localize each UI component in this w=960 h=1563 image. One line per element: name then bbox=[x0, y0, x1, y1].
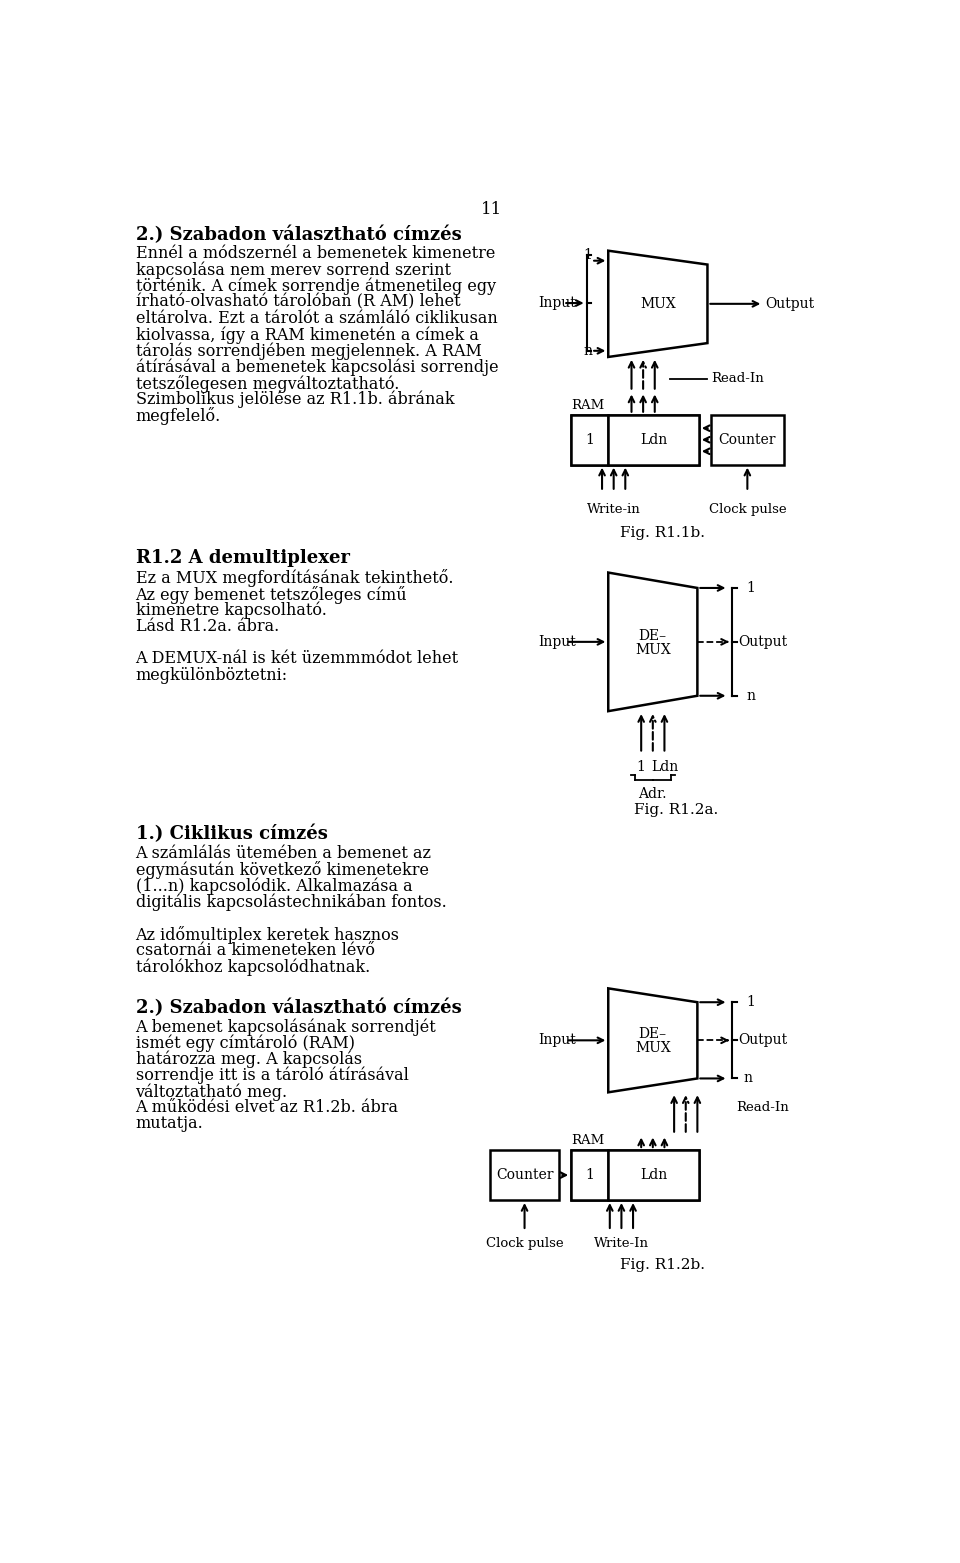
Bar bbox=[490, 1150, 560, 1200]
Polygon shape bbox=[609, 988, 697, 1093]
Text: mutatja.: mutatja. bbox=[135, 1116, 204, 1133]
Text: kimenetre kapcsolható.: kimenetre kapcsolható. bbox=[135, 602, 326, 619]
Text: írható-olvasható tárolóban (R AM) lehet: írható-olvasható tárolóban (R AM) lehet bbox=[135, 294, 460, 311]
Bar bbox=[571, 414, 609, 464]
Text: Read-In: Read-In bbox=[711, 372, 764, 384]
Text: megfelelő.: megfelelő. bbox=[135, 406, 221, 425]
Text: Ennél a módszernél a bemenetek kimenetre: Ennél a módszernél a bemenetek kimenetre bbox=[135, 245, 494, 263]
Text: DE–: DE– bbox=[638, 1027, 667, 1041]
Text: határozza meg. A kapcsolás: határozza meg. A kapcsolás bbox=[135, 1050, 362, 1068]
Text: RAM: RAM bbox=[571, 1135, 604, 1147]
Text: DE–: DE– bbox=[638, 628, 667, 642]
Bar bbox=[571, 414, 699, 464]
Text: Fig. R1.2b.: Fig. R1.2b. bbox=[620, 1258, 705, 1272]
Text: 1: 1 bbox=[636, 760, 646, 774]
Polygon shape bbox=[609, 572, 697, 711]
Text: A DEMUX-nál is két üzemmmódot lehet: A DEMUX-nál is két üzemmmódot lehet bbox=[135, 650, 459, 667]
Text: tárolókhoz kapcsolódhatnak.: tárolókhoz kapcsolódhatnak. bbox=[135, 958, 370, 975]
Text: 1: 1 bbox=[746, 996, 756, 1010]
Text: Fig. R1.2a.: Fig. R1.2a. bbox=[634, 803, 718, 817]
Text: MUX: MUX bbox=[635, 1041, 671, 1055]
Text: Input: Input bbox=[539, 635, 576, 649]
Text: digitális kapcsolástechnikában fontos.: digitális kapcsolástechnikában fontos. bbox=[135, 894, 446, 911]
Text: sorrendje itt is a tároló átírásával: sorrendje itt is a tároló átírásával bbox=[135, 1068, 408, 1085]
Text: A számlálás ütemében a bemenet az: A számlálás ütemében a bemenet az bbox=[135, 846, 431, 863]
Text: 1: 1 bbox=[586, 1168, 594, 1182]
Text: 1: 1 bbox=[586, 433, 594, 447]
Text: Write-in: Write-in bbox=[587, 503, 640, 516]
Text: Read-In: Read-In bbox=[736, 1102, 789, 1114]
Text: MUX: MUX bbox=[635, 642, 671, 656]
Text: A bemenet kapcsolásának sorrendjét: A bemenet kapcsolásának sorrendjét bbox=[135, 1019, 436, 1036]
Text: Counter: Counter bbox=[495, 1168, 553, 1182]
Text: Ldn: Ldn bbox=[640, 433, 667, 447]
Text: megkülönböztetni:: megkülönböztetni: bbox=[135, 666, 288, 683]
Text: A működési elvet az R1.2b. ábra: A működési elvet az R1.2b. ábra bbox=[135, 1099, 398, 1116]
Bar bbox=[710, 414, 784, 464]
Bar bbox=[609, 1150, 699, 1200]
Text: RAM: RAM bbox=[571, 399, 604, 411]
Text: Lásd R1.2a. ábra.: Lásd R1.2a. ábra. bbox=[135, 617, 278, 635]
Text: Clock pulse: Clock pulse bbox=[708, 503, 786, 516]
Text: 11: 11 bbox=[481, 202, 503, 219]
Text: Ez a MUX megfordításának tekinthető.: Ez a MUX megfordításának tekinthető. bbox=[135, 569, 453, 588]
Text: átírásával a bemenetek kapcsolási sorrendje: átírásával a bemenetek kapcsolási sorren… bbox=[135, 358, 498, 377]
Text: 1: 1 bbox=[584, 249, 592, 263]
Text: 1: 1 bbox=[746, 581, 756, 596]
Text: Input: Input bbox=[539, 295, 576, 309]
Text: Szimbolikus jelölése az R1.1b. ábrának: Szimbolikus jelölése az R1.1b. ábrának bbox=[135, 391, 454, 408]
Bar bbox=[609, 414, 699, 464]
Text: tetszőlegesen megváltoztatható.: tetszőlegesen megváltoztatható. bbox=[135, 375, 398, 392]
Text: Ldn: Ldn bbox=[651, 760, 678, 774]
Text: csatornái a kimeneteken lévő: csatornái a kimeneteken lévő bbox=[135, 942, 374, 960]
Text: egymásután következő kimenetekre: egymásután következő kimenetekre bbox=[135, 861, 428, 880]
Text: Input: Input bbox=[539, 1033, 576, 1047]
Text: Output: Output bbox=[738, 1033, 787, 1047]
Bar bbox=[571, 1150, 699, 1200]
Text: (1...n) kapcsolódik. Alkalmazása a: (1...n) kapcsolódik. Alkalmazása a bbox=[135, 877, 412, 896]
Text: kapcsolása nem merev sorrend szerint: kapcsolása nem merev sorrend szerint bbox=[135, 261, 450, 278]
Text: tárolás sorrendjében megjelennek. A RAM: tárolás sorrendjében megjelennek. A RAM bbox=[135, 342, 481, 359]
Text: n: n bbox=[744, 1072, 753, 1085]
Text: Adr.: Adr. bbox=[638, 788, 667, 802]
Text: n: n bbox=[746, 689, 756, 703]
Text: R1.2 A demultiplexer: R1.2 A demultiplexer bbox=[135, 550, 349, 567]
Text: Ldn: Ldn bbox=[640, 1168, 667, 1182]
Text: 2.) Szabadon választható címzés: 2.) Szabadon választható címzés bbox=[135, 999, 461, 1018]
Text: n: n bbox=[584, 344, 592, 358]
Text: történik. A címek sorrendje átmenetileg egy: történik. A címek sorrendje átmenetileg … bbox=[135, 278, 495, 295]
Text: 1.) Ciklikus címzés: 1.) Ciklikus címzés bbox=[135, 825, 327, 844]
Text: kiolvassa, így a RAM kimenetén a címek a: kiolvassa, így a RAM kimenetén a címek a bbox=[135, 327, 478, 344]
Text: ismét egy címtároló (RAM): ismét egy címtároló (RAM) bbox=[135, 1035, 354, 1052]
Text: Az egy bemenet tetszőleges című: Az egy bemenet tetszőleges című bbox=[135, 586, 407, 603]
Text: Counter: Counter bbox=[719, 433, 776, 447]
Text: Write-In: Write-In bbox=[594, 1236, 649, 1250]
Bar bbox=[571, 1150, 609, 1200]
Text: Output: Output bbox=[765, 297, 815, 311]
Text: változtatható meg.: változtatható meg. bbox=[135, 1083, 288, 1100]
Text: Clock pulse: Clock pulse bbox=[486, 1236, 564, 1250]
Text: 2.) Szabadon választható címzés: 2.) Szabadon választható címzés bbox=[135, 227, 461, 244]
Text: Output: Output bbox=[738, 635, 787, 649]
Polygon shape bbox=[609, 250, 708, 356]
Text: eltárolva. Ezt a tárolót a számláló ciklikusan: eltárolva. Ezt a tárolót a számláló cikl… bbox=[135, 309, 497, 327]
Text: MUX: MUX bbox=[640, 297, 676, 311]
Text: Fig. R1.1b.: Fig. R1.1b. bbox=[620, 527, 705, 541]
Text: Az időmultiplex keretek hasznos: Az időmultiplex keretek hasznos bbox=[135, 925, 399, 944]
